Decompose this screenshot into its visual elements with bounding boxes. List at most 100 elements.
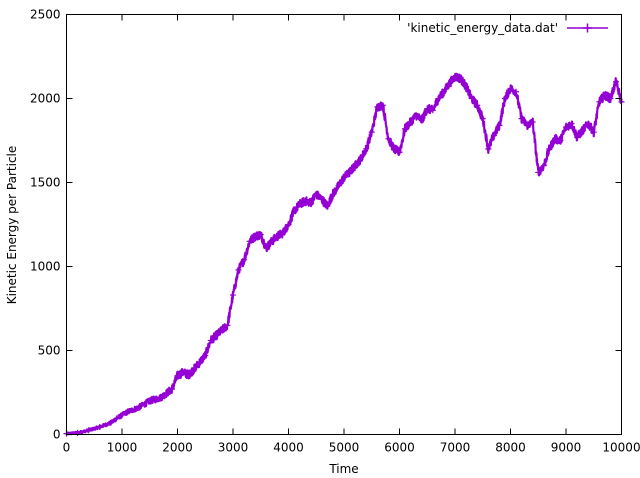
series-point [318, 196, 325, 203]
series-point [596, 98, 603, 105]
series-point [485, 145, 492, 152]
series-point [174, 372, 181, 379]
series-point [191, 365, 198, 372]
series-point [307, 199, 314, 206]
x-tick-label: 10000 [602, 441, 640, 455]
series-point [279, 229, 286, 236]
series-point [85, 427, 92, 434]
series-point [207, 337, 214, 344]
legend: 'kinetic_energy_data.dat' [407, 21, 608, 35]
series-point [407, 119, 414, 126]
series-line-kinetic-energy [65, 72, 623, 436]
series-point [457, 75, 464, 82]
series-point [468, 95, 475, 102]
series-point [285, 221, 292, 228]
ticks-layer: 0 1000 2000 3000 4000 5000 6000 7000 8000 9000 100… [30, 8, 640, 455]
series-point [218, 327, 225, 334]
series-point [346, 169, 353, 176]
series-point [513, 88, 520, 95]
series-point [257, 231, 264, 238]
series-point [396, 149, 403, 156]
series-point [274, 233, 281, 240]
series-point [529, 119, 536, 126]
series-point [612, 78, 619, 85]
series-point [113, 415, 120, 422]
series-point [263, 245, 270, 252]
series-point [202, 352, 209, 359]
series-point [352, 162, 359, 169]
series-point [96, 423, 103, 430]
series-point [402, 125, 409, 132]
series-point [385, 135, 392, 142]
series-point [157, 394, 164, 401]
series-point [252, 233, 259, 240]
y-tick-label: 0 [53, 428, 61, 442]
series-point [607, 95, 614, 102]
y-tick-label: 2000 [30, 92, 61, 106]
series-point [446, 80, 453, 87]
y-tick-label: 1000 [30, 260, 61, 274]
series-point [135, 404, 142, 411]
y-tick-label: 500 [38, 344, 61, 358]
series-point [390, 145, 397, 152]
series-point [413, 112, 420, 119]
y-tick-label: 1500 [30, 176, 61, 190]
series-point [224, 322, 231, 329]
series-point [268, 238, 275, 245]
series-point [357, 155, 364, 162]
series-point [418, 117, 425, 124]
series-point [579, 127, 586, 134]
series-point [496, 122, 503, 129]
series-point [180, 369, 187, 376]
series-point [535, 169, 542, 176]
series-point [291, 208, 298, 215]
series-point [313, 191, 320, 198]
series-point [601, 92, 608, 99]
series-point [107, 419, 114, 426]
x-tick-label: 4000 [273, 441, 304, 455]
series-point [335, 182, 342, 189]
x-axis-label: Time [328, 462, 358, 476]
series-point [518, 115, 525, 122]
series-point [185, 371, 192, 378]
series-point [324, 203, 331, 210]
series-point [146, 397, 153, 404]
x-tick-label: 7000 [440, 441, 471, 455]
series-point [501, 95, 508, 102]
series-point [235, 266, 242, 273]
x-tick-label: 5000 [329, 441, 360, 455]
series-point [452, 73, 458, 80]
series-point [435, 95, 442, 102]
series-point [507, 85, 514, 92]
y-tick-label: 2500 [30, 8, 61, 22]
x-tick-label: 6000 [384, 441, 415, 455]
series-point [424, 105, 431, 112]
x-tick-label: 8000 [495, 441, 526, 455]
series-point [363, 145, 370, 152]
series-point [590, 129, 597, 136]
series-point [368, 129, 375, 136]
series-point [341, 174, 347, 181]
series-point [585, 120, 592, 127]
series-point [440, 88, 447, 95]
series-point [429, 107, 436, 114]
x-tick-label: 3000 [218, 441, 249, 455]
series-point [551, 135, 558, 142]
series-point [546, 145, 553, 152]
series-point [474, 102, 481, 109]
series-point [241, 256, 248, 263]
series-point [168, 386, 175, 393]
series-point [246, 238, 253, 245]
x-tick-label: 1000 [107, 441, 138, 455]
series-point [329, 191, 336, 198]
series-point [463, 83, 470, 90]
y-axis-label: Kinetic Energy per Particle [5, 146, 19, 305]
series-point [379, 102, 386, 109]
series-point [374, 103, 381, 110]
series-point [574, 134, 581, 141]
series-point [230, 292, 236, 299]
series-point [540, 162, 547, 169]
x-tick-label: 0 [63, 441, 71, 455]
series-point [490, 132, 497, 139]
